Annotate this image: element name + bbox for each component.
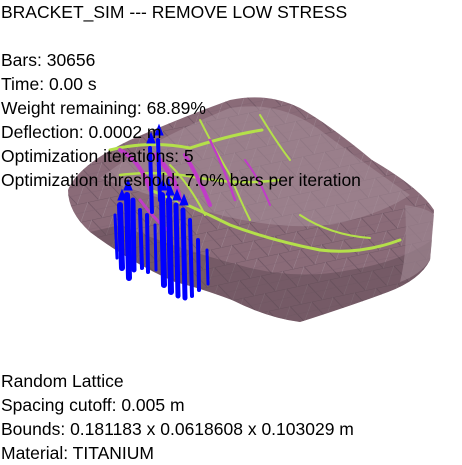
lattice-type: Random Lattice <box>1 369 354 393</box>
material: Material: TITANIUM <box>1 441 354 465</box>
optimization-iterations: Optimization iterations: 5 <box>1 144 361 168</box>
optimization-threshold: Optimization threshold: 7.0% bars per it… <box>1 168 361 192</box>
bounds: Bounds: 0.181183 x 0.0618608 x 0.103029 … <box>1 417 354 441</box>
weight-remaining: Weight remaining: 68.89% <box>1 96 361 120</box>
sim-time: Time: 0.00 s <box>1 72 361 96</box>
bars-count: Bars: 30656 <box>1 48 361 72</box>
window-title: BRACKET_SIM --- REMOVE LOW STRESS <box>1 0 361 24</box>
deflection: Deflection: 0.0002 m <box>1 120 361 144</box>
stats-overlay: BRACKET_SIM --- REMOVE LOW STRESS Bars: … <box>1 0 361 192</box>
blank-line <box>1 24 361 48</box>
lattice-info-overlay: Random Lattice Spacing cutoff: 0.005 m B… <box>1 369 354 465</box>
spacing-cutoff: Spacing cutoff: 0.005 m <box>1 393 354 417</box>
